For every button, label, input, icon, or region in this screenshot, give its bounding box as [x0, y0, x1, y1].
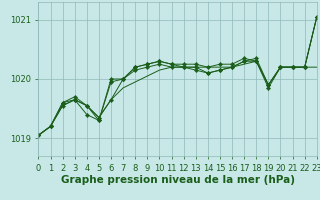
- X-axis label: Graphe pression niveau de la mer (hPa): Graphe pression niveau de la mer (hPa): [60, 175, 295, 185]
